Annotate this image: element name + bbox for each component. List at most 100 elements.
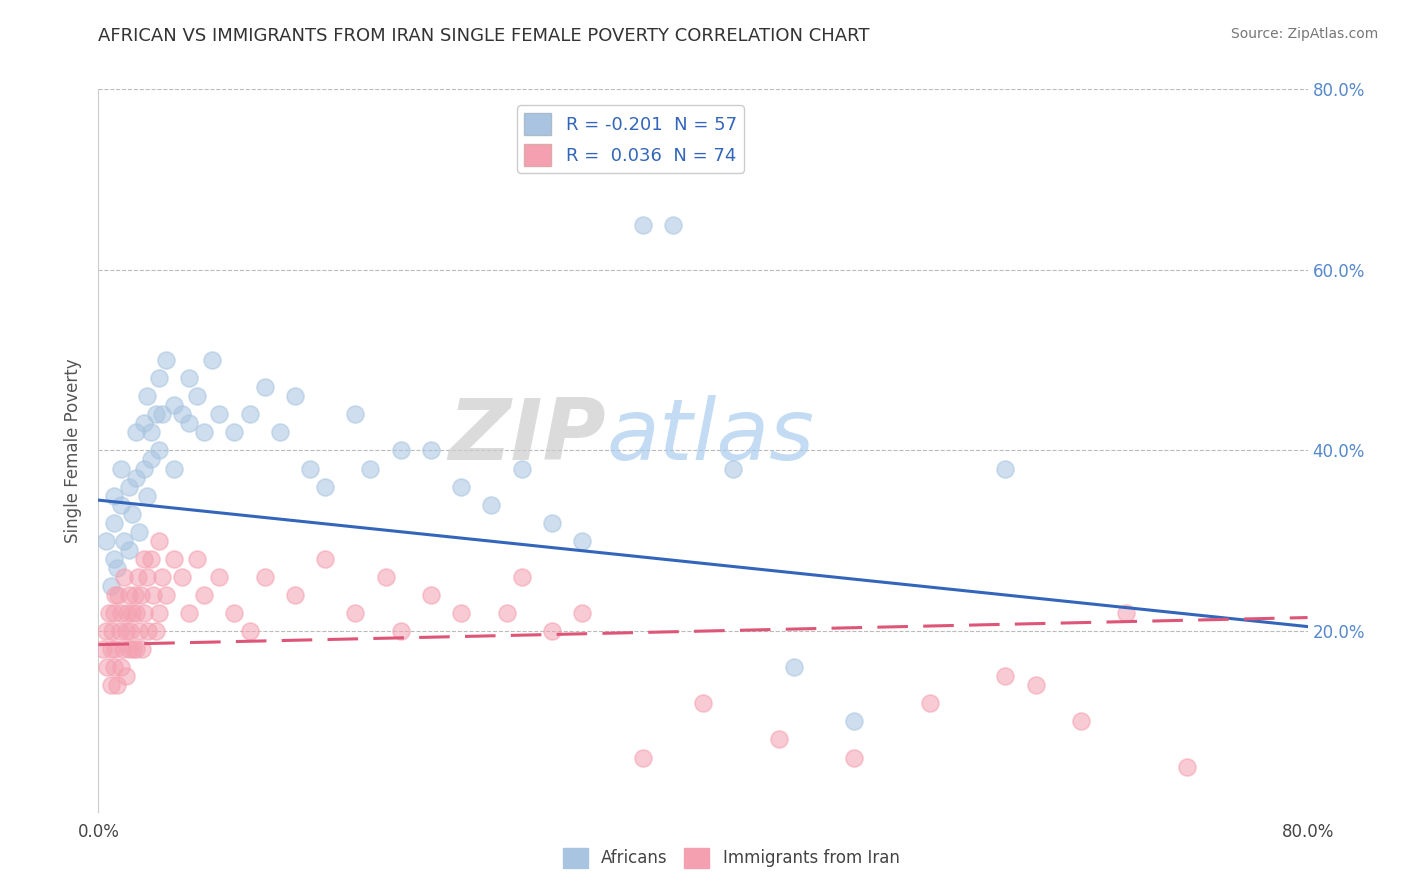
Point (135, 570, 157, 584)
Point (186, 551, 208, 566)
Point (253, 570, 276, 584)
Point (723, 461, 745, 475)
Point (360, 461, 382, 475)
Point (170, 570, 193, 584)
Point (105, 678, 128, 692)
Point (118, 480, 141, 494)
Point (495, 606, 517, 620)
Point (540, 624, 562, 639)
Point (104, 588, 127, 602)
Point (114, 669, 136, 683)
Point (136, 624, 159, 639)
Point (125, 642, 148, 657)
Text: Source: ZipAtlas.com: Source: ZipAtlas.com (1230, 27, 1378, 41)
Point (94, 624, 117, 639)
Point (145, 407, 167, 422)
Point (783, 660, 806, 674)
Point (768, 732, 790, 747)
Text: AFRICAN VS IMMIGRANTS FROM IRAN SINGLE FEMALE POVERTY CORRELATION CHART: AFRICAN VS IMMIGRANTS FROM IRAN SINGLE F… (98, 27, 870, 45)
Legend: Africans, Immigrants from Iran: Africans, Immigrants from Iran (555, 841, 907, 875)
Point (269, 425, 291, 440)
Point (420, 443, 443, 458)
Point (510, 570, 533, 584)
Point (631, 750, 654, 764)
Point (141, 452, 163, 467)
Point (115, 606, 138, 620)
Point (100, 579, 122, 593)
Point (201, 353, 224, 368)
Point (170, 407, 193, 422)
Point (103, 489, 125, 503)
Point (844, 750, 866, 764)
Text: atlas: atlas (606, 394, 814, 477)
Point (132, 417, 155, 431)
Point (91, 642, 114, 657)
Point (132, 461, 155, 475)
Point (253, 380, 276, 394)
Point (145, 624, 167, 639)
Point (148, 533, 170, 548)
Point (148, 606, 170, 620)
Point (1070, 714, 1092, 729)
Point (314, 551, 336, 566)
Point (186, 389, 208, 403)
Point (163, 461, 186, 475)
Point (389, 443, 412, 458)
Point (918, 697, 941, 711)
Point (104, 642, 127, 657)
Point (193, 425, 215, 440)
Point (132, 551, 155, 566)
Point (1024, 678, 1046, 692)
Point (135, 489, 157, 503)
Point (128, 524, 150, 539)
Point (239, 624, 262, 639)
Point (110, 606, 132, 620)
Point (103, 551, 125, 566)
Point (374, 570, 396, 584)
Point (125, 606, 148, 620)
Point (994, 461, 1017, 475)
Point (108, 624, 131, 639)
Point (450, 606, 472, 620)
Point (141, 425, 163, 440)
Point (132, 606, 155, 620)
Point (284, 389, 307, 403)
Point (208, 407, 231, 422)
Point (208, 570, 231, 584)
Point (96, 660, 118, 674)
Point (107, 588, 129, 602)
Point (141, 551, 163, 566)
Point (100, 678, 122, 692)
Point (135, 389, 157, 403)
Legend: R = -0.201  N = 57, R =  0.036  N = 74: R = -0.201 N = 57, R = 0.036 N = 74 (517, 105, 744, 173)
Point (105, 561, 128, 575)
Point (103, 660, 125, 674)
Y-axis label: Single Female Poverty: Single Female Poverty (65, 359, 83, 542)
Point (239, 407, 262, 422)
Point (224, 425, 246, 440)
Point (155, 588, 177, 602)
Point (110, 660, 132, 674)
Point (131, 642, 153, 657)
Point (994, 669, 1017, 683)
Point (122, 642, 145, 657)
Point (510, 461, 533, 475)
Point (124, 588, 146, 602)
Point (150, 407, 173, 422)
Point (114, 624, 136, 639)
Point (314, 480, 336, 494)
Point (125, 470, 148, 484)
Point (163, 551, 186, 566)
Point (118, 588, 141, 602)
Point (150, 570, 173, 584)
Point (193, 588, 215, 602)
Point (571, 533, 593, 548)
Point (98, 606, 121, 620)
Point (540, 516, 562, 530)
Point (389, 624, 412, 639)
Point (111, 642, 134, 657)
Point (112, 533, 135, 548)
Point (100, 642, 122, 657)
Point (118, 642, 141, 657)
Point (101, 624, 124, 639)
